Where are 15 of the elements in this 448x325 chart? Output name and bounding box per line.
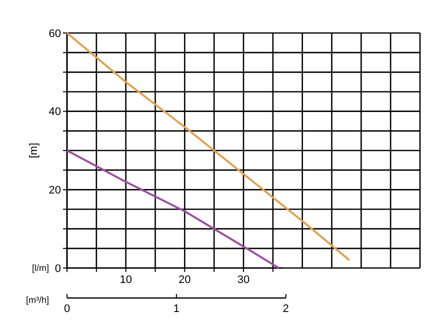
y-tick-label: 40 bbox=[48, 106, 61, 118]
x2-axis-title: [m³/h] bbox=[26, 295, 49, 305]
y-tick-label: 60 bbox=[48, 28, 61, 40]
x2-tick-label: 2 bbox=[282, 303, 289, 315]
y-tick-label: 20 bbox=[48, 184, 61, 197]
x-axis-title: [l/m] bbox=[32, 263, 49, 273]
line-series bbox=[66, 32, 350, 262]
line-series bbox=[66, 150, 280, 269]
x2-tick-label: 1 bbox=[173, 303, 180, 315]
x-tick-label: 30 bbox=[237, 274, 250, 286]
x-tick-label: 10 bbox=[120, 274, 132, 286]
y-axis-title: [m] bbox=[28, 142, 40, 158]
y-tick-label: 0 bbox=[54, 262, 61, 275]
x-tick-label: 20 bbox=[178, 274, 191, 286]
x2-tick-label: 0 bbox=[64, 303, 70, 315]
